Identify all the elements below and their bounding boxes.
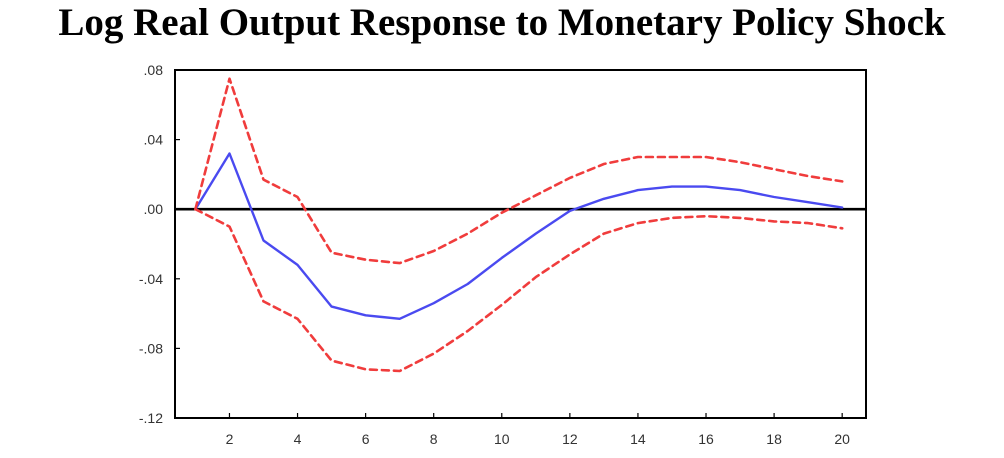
upper-band-line [194, 77, 844, 265]
x-tick-label: 14 [630, 431, 646, 447]
y-tick-label: -.08 [139, 340, 163, 356]
x-tick-label: 10 [494, 431, 510, 447]
y-tick-label: .08 [144, 62, 164, 78]
y-tick-label: -.12 [139, 410, 163, 426]
plot-frame [174, 69, 867, 419]
y-tick-label: .00 [144, 201, 164, 217]
y-tick-label: .04 [144, 132, 164, 148]
x-tick-label: 8 [430, 431, 438, 447]
chart-title: Log Real Output Response to Monetary Pol… [58, 1, 946, 44]
response-line [194, 152, 844, 320]
x-tick-label: 6 [362, 431, 370, 447]
x-tick-label: 4 [294, 431, 302, 447]
x-tick-label: 16 [698, 431, 714, 447]
lower-band-line [194, 207, 844, 373]
x-tick-label: 18 [766, 431, 782, 447]
x-tick-label: 12 [562, 431, 578, 447]
y-tick-label: -.04 [139, 271, 163, 287]
x-tick-label: 20 [834, 431, 850, 447]
x-tick-label: 2 [226, 431, 234, 447]
